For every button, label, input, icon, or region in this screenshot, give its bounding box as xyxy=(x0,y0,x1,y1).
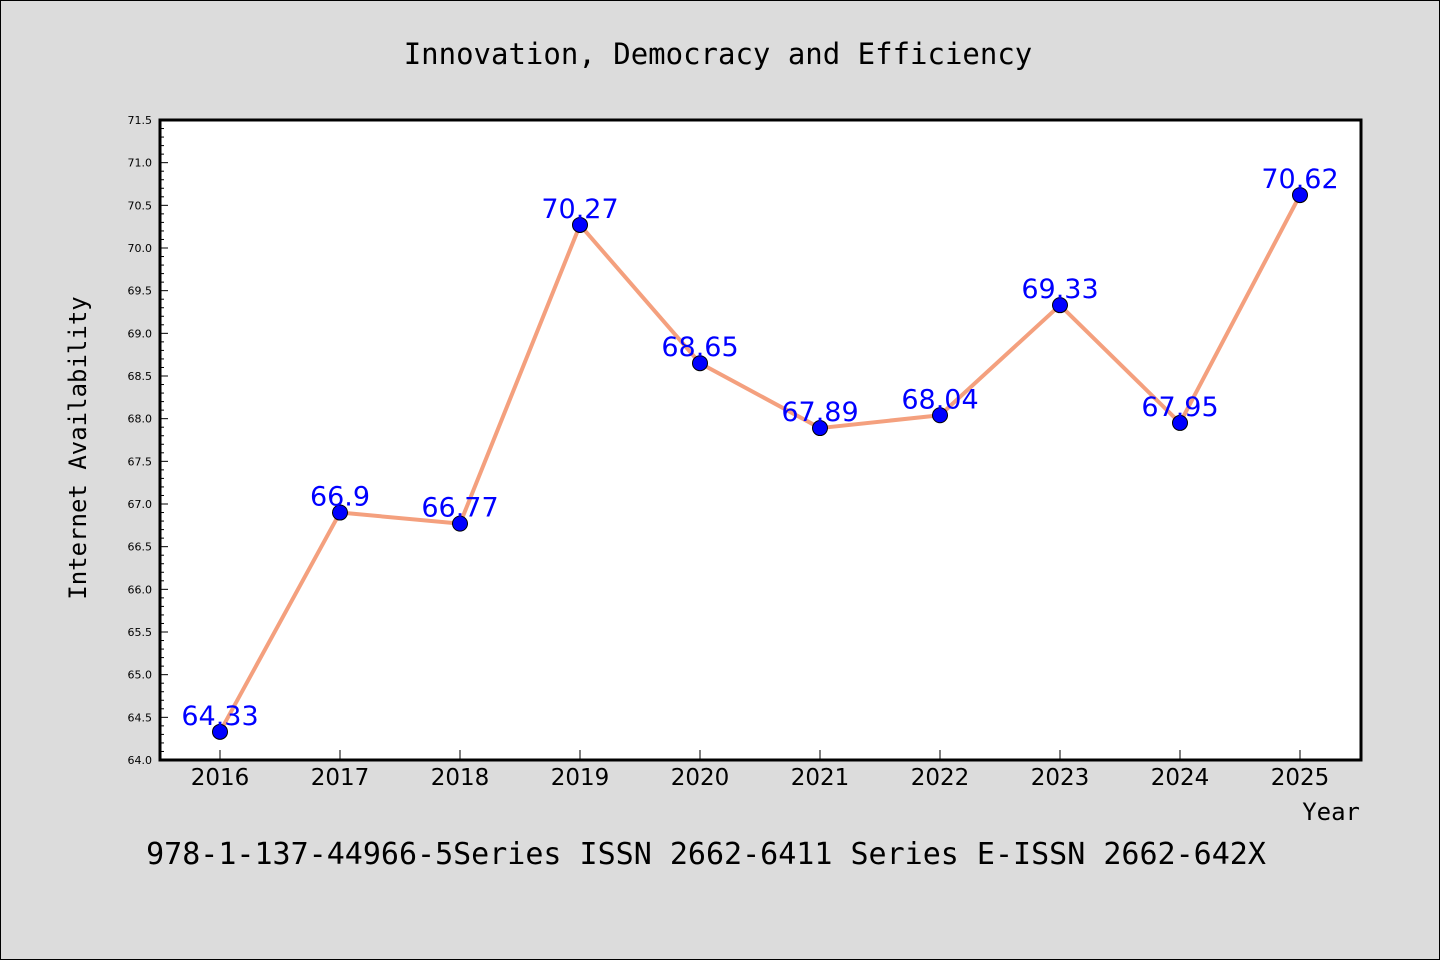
y-tick-label: 68.0 xyxy=(128,413,153,426)
x-tick-label: 2019 xyxy=(551,765,610,791)
data-label: 68.65 xyxy=(661,332,738,363)
x-tick-label: 2024 xyxy=(1151,765,1210,791)
y-tick-label: 65.5 xyxy=(128,626,153,639)
chart-title: Innovation, Democracy and Efficiency xyxy=(404,37,1033,71)
x-tick-label: 2022 xyxy=(911,765,970,791)
x-axis-label: Year xyxy=(1302,798,1360,826)
y-tick-label: 66.5 xyxy=(128,541,153,554)
y-tick-label: 64.0 xyxy=(128,754,153,767)
y-tick-label: 71.5 xyxy=(128,114,153,127)
plot-area xyxy=(160,120,1361,760)
x-tick-label: 2017 xyxy=(311,765,370,791)
data-label: 70.27 xyxy=(541,194,618,225)
y-tick-label: 68.5 xyxy=(128,370,153,383)
y-tick-label: 66.0 xyxy=(128,583,153,596)
y-tick-label: 64.5 xyxy=(128,711,153,724)
x-tick-label: 2023 xyxy=(1031,765,1090,791)
data-label: 69.33 xyxy=(1021,274,1098,305)
data-label: 68.04 xyxy=(901,384,978,415)
x-tick-label: 2025 xyxy=(1271,765,1330,791)
data-label: 67.95 xyxy=(1141,392,1218,423)
x-tick-label: 2020 xyxy=(671,765,730,791)
footer-text: 978-1-137-44966-5Series ISSN 2662-6411 S… xyxy=(146,837,1266,872)
y-tick-label: 65.0 xyxy=(128,669,153,682)
y-axis-label: Internet Availability xyxy=(64,296,92,599)
y-tick-label: 71.0 xyxy=(128,157,153,170)
data-label: 66.9 xyxy=(310,482,370,513)
x-tick-label: 2021 xyxy=(791,765,850,791)
data-label: 70.62 xyxy=(1261,164,1338,195)
y-tick-label: 69.0 xyxy=(128,327,153,340)
y-tick-label: 70.5 xyxy=(128,199,153,212)
y-tick-label: 69.5 xyxy=(128,285,153,298)
data-label: 64.33 xyxy=(181,701,258,732)
y-tick-label: 67.0 xyxy=(128,498,153,511)
x-tick-label: 2018 xyxy=(431,765,490,791)
y-tick-label: 70.0 xyxy=(128,242,153,255)
line-chart: Innovation, Democracy and Efficiency 64.… xyxy=(0,0,1440,960)
y-tick-label: 67.5 xyxy=(128,455,153,468)
data-label: 67.89 xyxy=(781,397,858,428)
data-label: 66.77 xyxy=(421,493,498,524)
x-tick-label: 2016 xyxy=(191,765,250,791)
